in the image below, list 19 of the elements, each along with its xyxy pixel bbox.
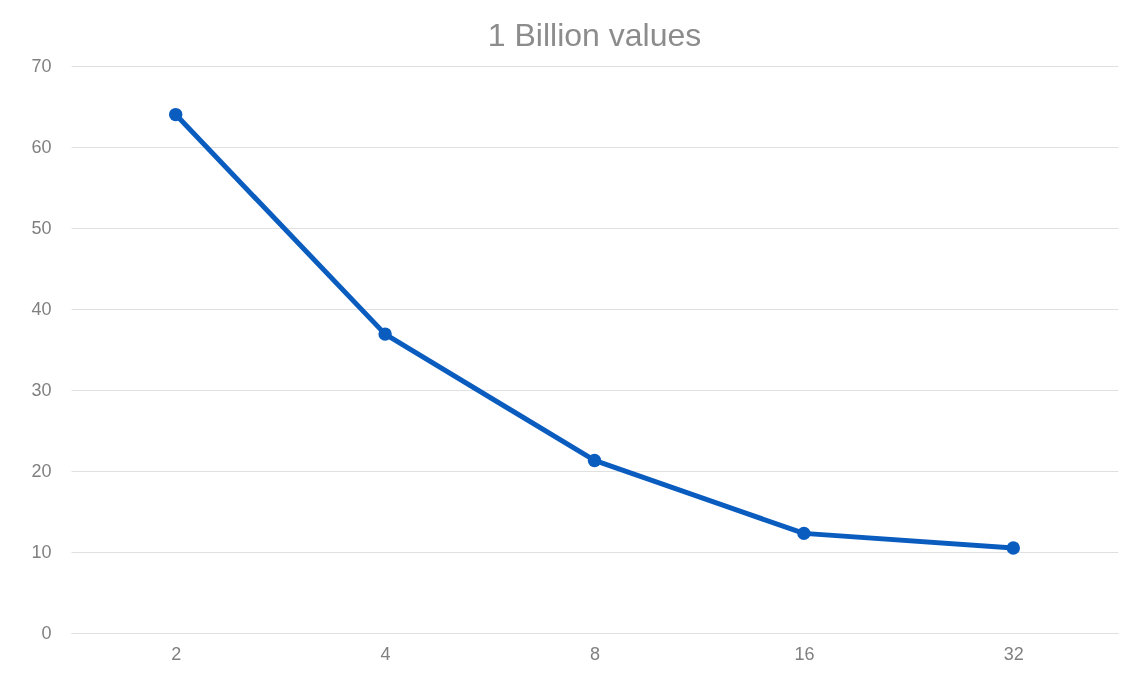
x-tick-label: 16 [794,643,815,664]
point [1006,541,1021,555]
y-tick-label: 20 [31,460,52,481]
chart-title: 1 Billion values [487,17,702,53]
y-tick-label: 0 [41,622,52,643]
x-tick-label: 2 [171,643,182,664]
y-tick-label: 30 [31,379,52,400]
y-tick-label: 10 [31,541,52,562]
y-tick-label: 40 [31,298,52,319]
point [168,107,183,122]
y-tick-label: 60 [31,136,52,157]
point [378,327,392,341]
x-tick-label: 32 [1003,643,1024,664]
point [797,526,811,541]
point [587,453,602,468]
x-tick-label: 8 [589,643,601,664]
x-tick-label: 4 [380,643,391,664]
y-tick-label: 70 [31,55,52,76]
y-tick-label: 50 [31,217,52,238]
